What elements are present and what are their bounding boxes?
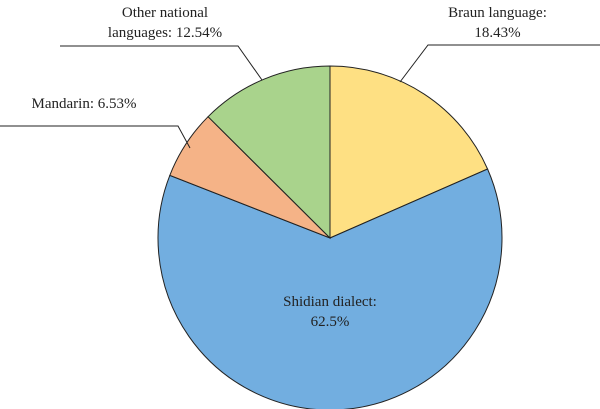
value-label: 6.53%: [97, 96, 137, 112]
value-label: 62.5%: [310, 314, 350, 330]
pie-slice: [329, 65, 489, 239]
slice-label: Other national languages: 12.54%: [95, 3, 235, 43]
slice-label: Mandarin: 6.53%: [4, 94, 164, 114]
leader-line: [0, 125, 191, 149]
category-name: Braun language:: [448, 5, 547, 21]
category-name: Mandarin:: [31, 96, 94, 112]
value-label: 12.54%: [175, 25, 223, 41]
category-name: Shidian dialect:: [283, 294, 377, 310]
slice-label: Shidian dialect: 62.5%: [250, 292, 410, 332]
value-label: 18.43%: [474, 25, 521, 41]
pie-slice: [157, 168, 503, 409]
leader-line: [399, 44, 600, 83]
pie-slice: [207, 65, 331, 240]
slices: [157, 65, 503, 409]
category-name: Other national languages:: [107, 5, 209, 41]
slice-label: Braun language: 18.43%: [420, 3, 575, 43]
leader-line: [60, 45, 263, 81]
